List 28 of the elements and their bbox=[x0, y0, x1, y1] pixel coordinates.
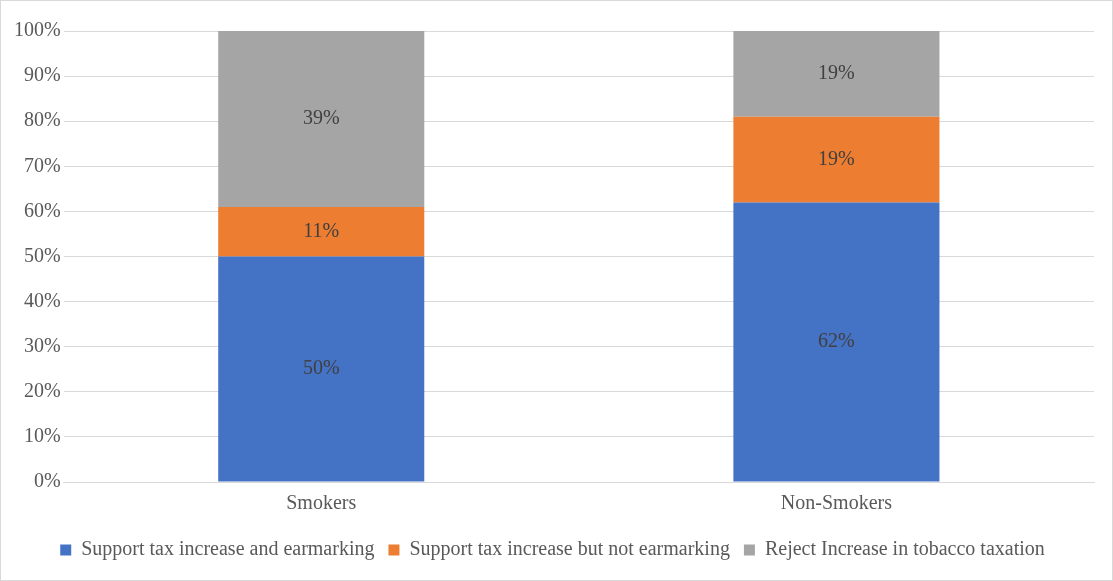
data-label: 62% bbox=[818, 329, 855, 352]
y-tick-label: 80% bbox=[23, 108, 61, 131]
y-tick-label: 70% bbox=[23, 153, 61, 176]
data-label: 39% bbox=[302, 106, 340, 129]
legend-label: Support tax increase and earmarking bbox=[81, 537, 375, 561]
y-tick-label: 0% bbox=[33, 469, 61, 492]
x-tick-label: Smokers bbox=[286, 491, 357, 514]
bar bbox=[733, 31, 940, 117]
y-tick-label: 10% bbox=[23, 424, 61, 447]
bar bbox=[218, 206, 425, 257]
y-tick-label: 50% bbox=[23, 243, 61, 266]
bar bbox=[733, 116, 940, 203]
y-tick-label: 90% bbox=[23, 63, 61, 86]
x-tick-label: Non-Smokers bbox=[780, 491, 893, 514]
y-tick-label: 40% bbox=[23, 288, 61, 311]
data-label: 19% bbox=[818, 61, 855, 84]
y-tick-label: 20% bbox=[23, 379, 61, 402]
y-tick-label: 60% bbox=[23, 198, 61, 221]
y-tick-label: 30% bbox=[23, 333, 61, 356]
data-label: 11% bbox=[303, 218, 340, 241]
legend-label: Support tax increase but not earmarking bbox=[409, 537, 730, 561]
bar bbox=[733, 202, 940, 482]
bar bbox=[218, 256, 425, 482]
data-label: 50% bbox=[302, 356, 340, 379]
data-label: 19% bbox=[818, 146, 855, 169]
y-tick-label: 100% bbox=[13, 18, 61, 41]
bar bbox=[218, 31, 425, 207]
legend-label: Reject Increase in tobacco taxation bbox=[764, 537, 1045, 561]
